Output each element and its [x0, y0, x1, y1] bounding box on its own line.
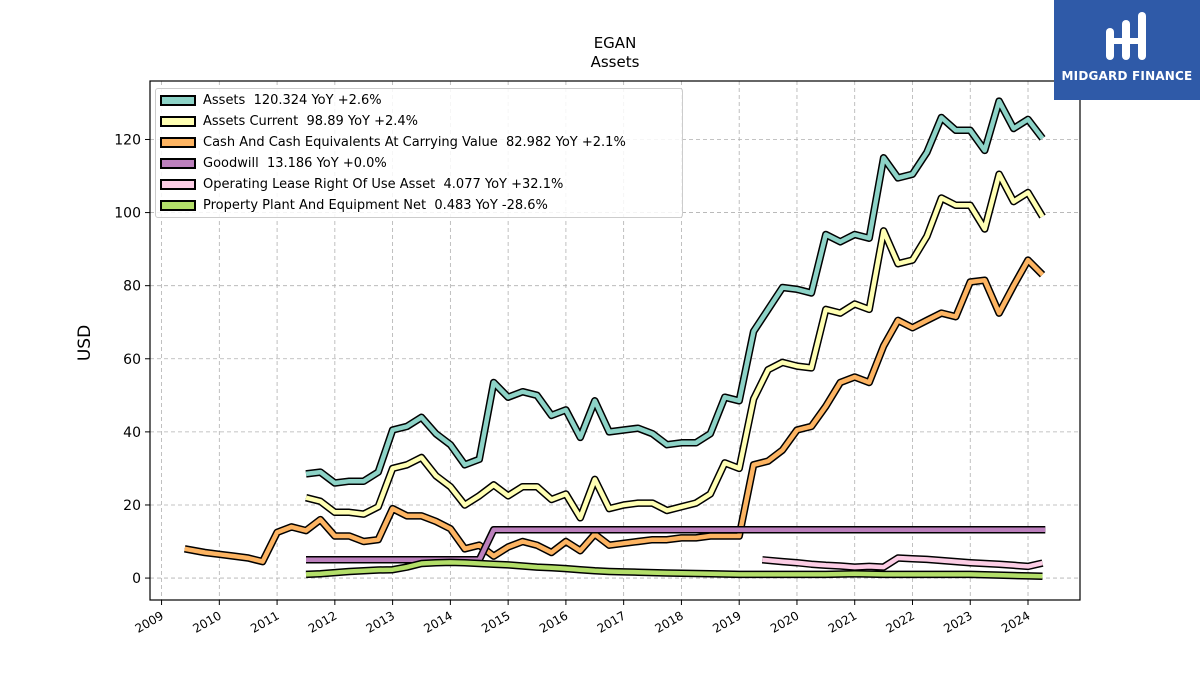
x-tick-label: 2011 [248, 608, 281, 635]
x-tick-label: 2018 [652, 608, 685, 635]
x-tick-label: 2020 [768, 608, 801, 635]
legend-swatch-assets [160, 95, 196, 106]
series-line-assets-current [305, 171, 1045, 521]
x-tick-label: 2009 [133, 608, 166, 635]
midgard-finance-logo: MIDGARD FINANCE [1054, 0, 1200, 100]
y-tick-label: 20 [123, 498, 141, 514]
x-tick-label: 2014 [421, 608, 454, 635]
x-tick-label: 2013 [364, 608, 397, 635]
legend-swatch-cash [160, 137, 196, 148]
y-axis: 0 20 40 60 80 100 120 [114, 132, 150, 587]
legend-swatch-operating-lease [160, 179, 196, 190]
x-tick-label: 2022 [884, 608, 917, 635]
series-outline-goodwill [306, 526, 1046, 564]
y-tick-label: 40 [123, 425, 141, 441]
plot-frame [149, 80, 1081, 601]
x-tick-label: 2015 [479, 608, 512, 635]
chart-title: EGAN [594, 34, 637, 52]
x-tick-label: 2021 [826, 608, 859, 635]
x-tick-label: 2012 [306, 608, 339, 635]
y-tick-label: 100 [114, 206, 141, 222]
series-line-goodwill [306, 527, 1046, 563]
legend-swatch-goodwill [160, 158, 196, 169]
series-line-cash-and-cash-equivalents-at-carrying-value [184, 257, 1045, 564]
x-tick-label: 2016 [537, 608, 570, 635]
y-tick-label: 80 [123, 279, 141, 295]
legend-label-ppe: Property Plant And Equipment Net 0.483 Y… [203, 198, 548, 213]
series-line-operating-lease-right-of-use-asset [762, 555, 1043, 570]
legend-item-assets-current: Assets Current 98.89 YoY +2.4% [160, 111, 418, 132]
legend-label-operating-lease: Operating Lease Right Of Use Asset 4.077… [203, 177, 564, 192]
legend-label-cash: Cash And Cash Equivalents At Carrying Va… [203, 135, 626, 150]
legend-label-assets: Assets 120.324 YoY +2.6% [203, 93, 382, 108]
series-outline-cash-and-cash-equivalents-at-carrying-value [184, 256, 1046, 566]
x-tick-label: 2010 [190, 608, 223, 635]
x-tick-label: 2019 [710, 608, 743, 635]
y-axis-label: USD [75, 325, 95, 361]
logo-text: MIDGARD FINANCE [1061, 69, 1193, 83]
chart-subtitle: Assets [591, 53, 640, 71]
legend-item-ppe: Property Plant And Equipment Net 0.483 Y… [160, 195, 548, 216]
legend-item-assets: Assets 120.324 YoY +2.6% [160, 90, 382, 111]
y-tick-label: 60 [123, 352, 141, 368]
x-axis: 2009 2010 2011 2012 2013 2014 2015 2016 2017 2018… [133, 600, 1033, 636]
legend: Assets 120.324 YoY +2.6% Assets Current … [155, 88, 683, 218]
series-line-property-plant-and-equipment-net [305, 560, 1043, 579]
legend-swatch-ppe [160, 200, 196, 211]
legend-item-goodwill: Goodwill 13.186 YoY +0.0% [160, 153, 387, 174]
series-line-assets [305, 98, 1045, 486]
y-tick-label: 120 [114, 132, 141, 148]
logo-mark-icon [1106, 12, 1146, 60]
legend-label-assets-current: Assets Current 98.89 YoY +2.4% [203, 114, 419, 129]
legend-swatch-assets-current [160, 116, 196, 127]
legend-item-cash: Cash And Cash Equivalents At Carrying Va… [160, 132, 626, 153]
series-layer [184, 97, 1046, 580]
x-tick-label: 2023 [941, 608, 974, 635]
y-tick-label: 0 [132, 571, 141, 587]
legend-label-goodwill: Goodwill 13.186 YoY +0.0% [203, 156, 387, 171]
x-tick-label: 2024 [999, 608, 1032, 635]
x-tick-label: 2017 [595, 608, 628, 635]
legend-item-operating-lease: Operating Lease Right Of Use Asset 4.077… [160, 174, 563, 195]
